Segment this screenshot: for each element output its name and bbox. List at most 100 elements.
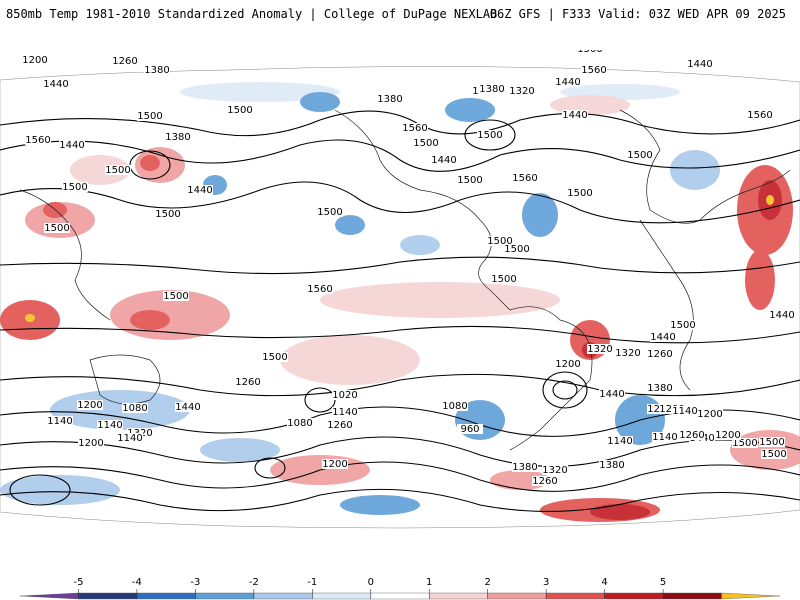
contour-label-bg — [175, 402, 201, 412]
contour-labels: 1380132015001560120012601380132014401500… — [22, 50, 795, 487]
colorbar-tick-label: 1 — [426, 577, 432, 588]
colorbar-swatch — [487, 592, 547, 600]
contour-label-bg — [377, 94, 403, 104]
contour-label: 1380 — [479, 84, 504, 95]
contour-label-bg — [504, 244, 530, 254]
contour-label-bg — [112, 56, 138, 66]
contour-label: 1080 — [287, 418, 312, 429]
header: 850mb Temp 1981-2010 Standardized Anomal… — [0, 0, 800, 30]
contour-label: 1140 — [652, 432, 677, 443]
contour-label: 1200 — [555, 359, 580, 370]
colorbar-tick-label: 2 — [485, 577, 491, 588]
contour-label: 1380 — [647, 383, 672, 394]
colorbar-swatch — [662, 592, 722, 600]
contour-label: 1440 — [555, 77, 580, 88]
contour-label-bg — [679, 430, 705, 440]
colorbar-swatch — [19, 592, 79, 600]
contour-label-bg — [144, 65, 170, 75]
contour-label-bg — [715, 430, 741, 440]
colorbar-swatches — [19, 592, 781, 600]
contour-label: 1320 — [542, 465, 567, 476]
contour-label: 1380 — [144, 65, 169, 76]
colorbar-swatch — [370, 592, 430, 600]
contour-label: 1560 — [25, 135, 50, 146]
map-title: 850mb Temp 1981-2010 Standardized Anomal… — [6, 7, 498, 21]
contour-label: 1500 — [317, 207, 342, 218]
contour-label-bg — [555, 359, 581, 369]
contour-label-bg — [607, 436, 633, 446]
contour-label: 1200 — [715, 430, 740, 441]
contour-label: 1200 — [22, 55, 47, 66]
contour-label-bg — [477, 130, 503, 140]
contour-label-bg — [332, 407, 358, 417]
contour-label: 960 — [460, 424, 479, 435]
contour-label: 1200 — [697, 409, 722, 420]
contour-label: 1140 — [672, 406, 697, 417]
colorbar-ticks: -5 -4 -3 -2 -1 0 1 2 3 4 5 — [73, 577, 666, 599]
contour-label-bg — [672, 406, 698, 416]
contour-label: 1440 — [687, 59, 712, 70]
contour-label-bg — [44, 223, 70, 233]
colorbar-swatch — [136, 592, 196, 600]
contour-label-bg — [759, 437, 785, 447]
contour-label: 1500 — [62, 182, 87, 193]
contour-label-bg — [627, 150, 653, 160]
contour-label-bg — [697, 409, 723, 419]
contour-label: 1560 — [402, 123, 427, 134]
contour-label-bg — [77, 400, 103, 410]
contour-label-bg — [732, 438, 758, 448]
colorbar-swatch — [195, 592, 255, 600]
contour-label: 1140 — [117, 433, 142, 444]
contour-label: 1500 — [577, 50, 602, 55]
contour-label: 1500 — [137, 111, 162, 122]
contour-label-bg — [332, 390, 358, 400]
contour-label-bg — [287, 418, 313, 428]
colorbar-tick-label: 3 — [543, 577, 549, 588]
contour-label-bg — [62, 182, 88, 192]
contour-label: 1440 — [59, 140, 84, 151]
contour-label: 1260 — [647, 349, 672, 360]
contour-label: 1320 — [587, 344, 612, 355]
contour-label-bg — [317, 207, 343, 217]
contour-label-bg — [761, 449, 787, 459]
contour-label-bg — [97, 420, 123, 430]
contour-label-bg — [25, 135, 51, 145]
contour-label-bg — [647, 383, 673, 393]
contour-label: 1260 — [327, 420, 352, 431]
contour-label: 1500 — [262, 352, 287, 363]
contour-label-bg — [457, 175, 483, 185]
contour-label: 1500 — [627, 150, 652, 161]
contour-label-bg — [479, 84, 505, 94]
contour-label-bg — [165, 132, 191, 142]
contour-label: 1080 — [442, 401, 467, 412]
contour-label: 1440 — [431, 155, 456, 166]
contour-label: 1020 — [332, 390, 357, 401]
contour-label: 1200 — [77, 400, 102, 411]
colorbar-tick-label: -5 — [73, 577, 83, 588]
contour-label-bg — [670, 320, 696, 330]
contour-label: 1200 — [78, 438, 103, 449]
colorbar-swatch — [78, 592, 138, 600]
colorbar-tick-label: 5 — [660, 577, 666, 588]
contour-label-bg — [122, 403, 148, 413]
contour-label: 1500 — [44, 223, 69, 234]
contour-label-bg — [457, 424, 483, 434]
contour-label: 1440 — [43, 79, 68, 90]
contour-label-bg — [327, 420, 353, 430]
contour-label: 1440 — [187, 185, 212, 196]
contour-label: 1500 — [457, 175, 482, 186]
contour-label: 1320 — [509, 86, 534, 97]
contour-label-bg — [769, 310, 795, 320]
contour-label: 1380 — [599, 460, 624, 471]
contour-label-bg — [262, 352, 288, 362]
contour-label: 1440 — [769, 310, 794, 321]
contour-label: 1500 — [759, 437, 784, 448]
contour-label: 1260 — [679, 430, 704, 441]
colorbar-swatch — [312, 592, 371, 600]
contour-label: 1500 — [567, 188, 592, 199]
contour-label-bg — [155, 209, 181, 219]
contour-label-bg — [22, 55, 48, 65]
colorbar-tick-label: -2 — [249, 577, 259, 588]
contour-label-bg — [687, 59, 713, 69]
contour-label: 1320 — [615, 348, 640, 359]
